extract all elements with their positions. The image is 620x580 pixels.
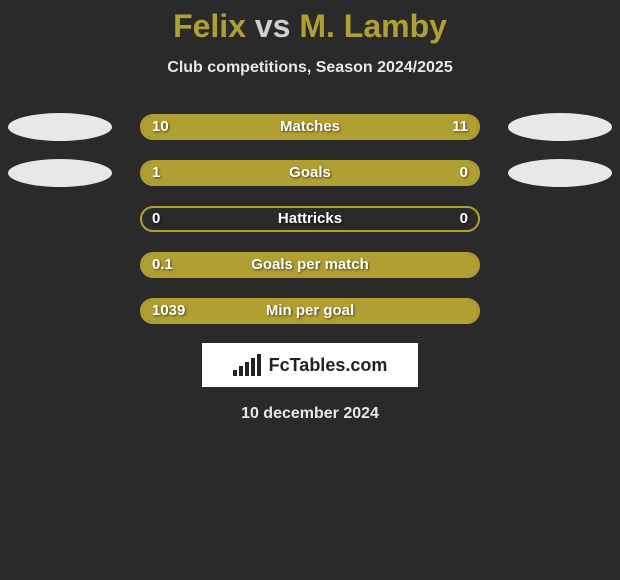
stat-row: Goals per match0.1 bbox=[0, 251, 620, 279]
player2-name: M. Lamby bbox=[299, 8, 447, 44]
player1-value: 1 bbox=[152, 164, 160, 181]
date-text: 10 december 2024 bbox=[0, 405, 620, 423]
stat-bar: Matches10 11 bbox=[140, 114, 480, 140]
player2-oval bbox=[508, 113, 612, 141]
player1-value: 0.1 bbox=[152, 256, 173, 273]
player2-value: 0 bbox=[460, 164, 468, 181]
player1-value: 10 bbox=[152, 118, 169, 135]
fctables-logo: FcTables.com bbox=[233, 354, 388, 376]
stat-bar: Min per goal1039 bbox=[140, 298, 480, 324]
player1-name: Felix bbox=[173, 8, 246, 44]
stat-row: Min per goal1039 bbox=[0, 297, 620, 325]
stat-row: Matches10 11 bbox=[0, 113, 620, 141]
player2-value: 11 bbox=[452, 118, 468, 135]
player2-value: 0 bbox=[460, 210, 468, 227]
player1-value: 1039 bbox=[152, 302, 185, 319]
stat-label: Min per goal bbox=[142, 302, 478, 319]
stat-label: Goals per match bbox=[142, 256, 478, 273]
stat-label: Hattricks bbox=[142, 210, 478, 227]
stat-row: Hattricks0 0 bbox=[0, 205, 620, 233]
stat-bar: Goals1 0 bbox=[140, 160, 480, 186]
stat-bar: Hattricks0 0 bbox=[140, 206, 480, 232]
stats-container: Matches1011Goals10Hattricks00Goals per m… bbox=[0, 113, 620, 325]
stat-row: Goals1 0 bbox=[0, 159, 620, 187]
player1-oval bbox=[8, 159, 112, 187]
logo-box: FcTables.com bbox=[202, 343, 418, 387]
stat-bar: Goals per match0.1 bbox=[140, 252, 480, 278]
logo-bars-icon bbox=[233, 354, 263, 376]
stat-label: Goals bbox=[142, 164, 478, 181]
player2-oval bbox=[508, 159, 612, 187]
player1-value: 0 bbox=[152, 210, 160, 227]
vs-text: vs bbox=[255, 8, 291, 44]
subtitle: Club competitions, Season 2024/2025 bbox=[0, 59, 620, 77]
stat-label: Matches bbox=[142, 118, 478, 135]
player1-oval bbox=[8, 113, 112, 141]
logo-text: FcTables.com bbox=[269, 355, 388, 376]
comparison-title: Felix vs M. Lamby bbox=[0, 0, 620, 45]
